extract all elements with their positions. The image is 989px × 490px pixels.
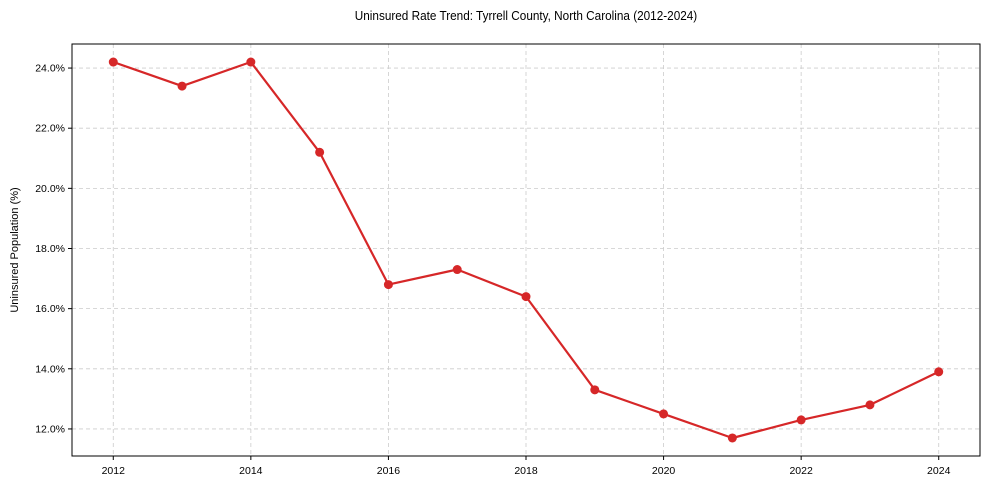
data-point-marker bbox=[727, 433, 737, 443]
x-axis-ticks: 2012 2014 2016 2018 2020 2022 2024 bbox=[102, 456, 951, 477]
data-point-marker bbox=[383, 280, 393, 290]
data-point-marker bbox=[796, 415, 806, 425]
y-tick-label: 12.0% bbox=[35, 423, 65, 435]
x-tick-label: 2020 bbox=[652, 465, 676, 477]
y-tick-label: 20.0% bbox=[35, 183, 65, 195]
data-point-marker bbox=[108, 57, 118, 67]
y-tick-label: 14.0% bbox=[35, 363, 65, 375]
data-point-marker bbox=[246, 57, 256, 67]
y-tick-label: 22.0% bbox=[35, 123, 65, 135]
data-series bbox=[108, 57, 944, 443]
data-point-marker bbox=[315, 147, 325, 157]
data-point-marker bbox=[521, 292, 531, 302]
chart-title: Uninsured Rate Trend: Tyrrell County, No… bbox=[354, 9, 698, 23]
x-tick-label: 2024 bbox=[927, 465, 951, 477]
data-point-marker bbox=[177, 81, 187, 91]
x-tick-label: 2012 bbox=[102, 465, 126, 477]
x-tick-label: 2014 bbox=[239, 465, 263, 477]
data-point-marker bbox=[452, 265, 462, 275]
y-axis-ticks: 12.0% 14.0% 16.0% 18.0% 20.0% 22.0% 24.0% bbox=[35, 63, 72, 435]
data-point-marker bbox=[934, 367, 944, 377]
grid-lines bbox=[72, 44, 980, 456]
y-tick-label: 24.0% bbox=[35, 63, 65, 75]
data-point-marker bbox=[865, 400, 875, 410]
data-point-marker bbox=[659, 409, 669, 419]
y-tick-label: 18.0% bbox=[35, 243, 65, 255]
data-point-marker bbox=[590, 385, 600, 395]
x-tick-label: 2016 bbox=[377, 465, 401, 477]
x-tick-label: 2018 bbox=[514, 465, 538, 477]
y-axis-label: Uninsured Population (%) bbox=[9, 187, 21, 312]
x-tick-label: 2022 bbox=[789, 465, 813, 477]
y-tick-label: 16.0% bbox=[35, 303, 65, 315]
